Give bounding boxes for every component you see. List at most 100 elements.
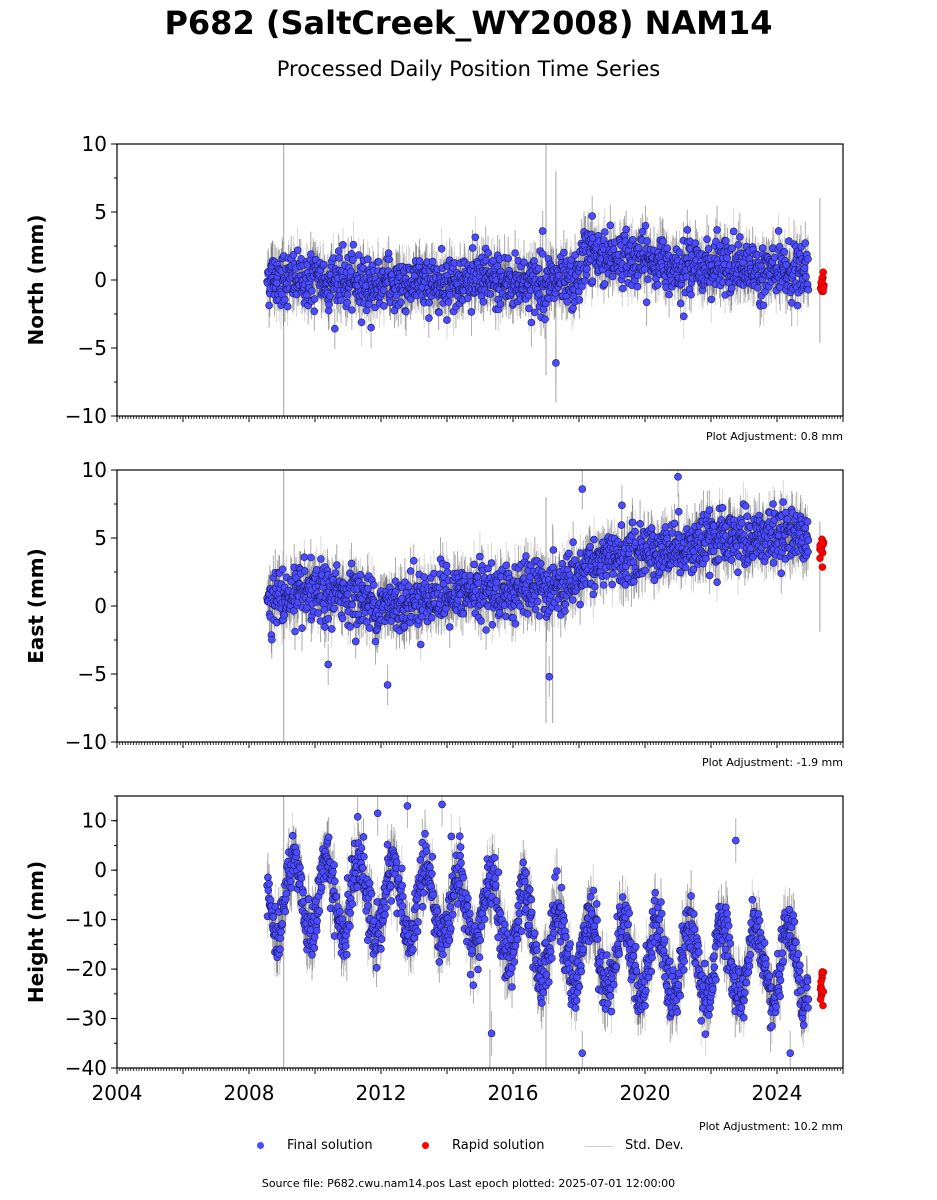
final-point [525, 304, 533, 313]
panel-north: −10 −5 0 5 10 North (mm) Plot Adjustment: 0.8 … [24, 132, 844, 443]
final-point [357, 318, 366, 327]
final-point [406, 567, 415, 575]
final-point [541, 315, 549, 324]
final-point [335, 254, 343, 262]
final-point [351, 637, 360, 646]
final-point [330, 324, 339, 333]
final-point [641, 221, 650, 230]
final-point [496, 300, 505, 308]
final-point [736, 233, 744, 241]
final-point [298, 624, 306, 633]
final-point [468, 244, 477, 252]
final-point [601, 228, 609, 236]
final-point [427, 613, 436, 622]
final-point [374, 257, 383, 266]
final-point [365, 624, 374, 632]
plot-adjustment-note: Plot Adjustment: 0.8 mm [706, 430, 843, 443]
final-point [759, 301, 768, 310]
final-point [300, 553, 309, 562]
final-point [802, 272, 810, 281]
final-point [349, 240, 358, 249]
final-point [582, 265, 591, 273]
final-point [443, 316, 451, 324]
final-point [675, 248, 684, 257]
rapid-point [819, 284, 828, 292]
final-point [291, 627, 299, 636]
final-point [464, 294, 472, 303]
final-point-outlier [552, 359, 560, 367]
final-point [425, 298, 434, 307]
final-point [727, 284, 736, 293]
final-point [606, 221, 615, 230]
final-point [380, 302, 388, 310]
final-point [280, 611, 289, 619]
final-point [486, 290, 495, 298]
final-point [339, 241, 347, 249]
final-point [265, 301, 273, 310]
final-point [330, 604, 338, 613]
final-point [425, 314, 433, 322]
final-point [734, 241, 743, 249]
final-point [560, 248, 568, 257]
final-point [643, 275, 652, 284]
final-point [679, 312, 688, 321]
final-point [435, 308, 443, 317]
final-point-outlier [367, 323, 375, 332]
final-point [511, 249, 519, 257]
final-point [343, 590, 352, 599]
final-point [493, 262, 502, 270]
final-point [390, 306, 399, 315]
final-point [707, 295, 716, 304]
final-point [588, 277, 597, 286]
final-point [348, 600, 357, 609]
final-point [415, 257, 424, 265]
final-point [682, 272, 691, 281]
final-point [713, 226, 721, 234]
rapid-solution-points [816, 268, 828, 296]
final-point [347, 559, 356, 568]
final-point [334, 247, 343, 255]
final-point [293, 246, 302, 255]
final-point [327, 625, 336, 633]
final-point [349, 255, 357, 264]
final-point [758, 244, 767, 252]
final-point [343, 290, 352, 299]
final-point [346, 622, 355, 631]
final-point [471, 233, 480, 242]
final-point [575, 296, 584, 304]
final-point [442, 561, 451, 570]
final-point [534, 264, 543, 273]
final-point [609, 245, 618, 254]
final-point [729, 227, 738, 236]
final-point [563, 298, 572, 306]
final-point [665, 290, 673, 299]
final-point [618, 284, 627, 293]
final-point [371, 637, 380, 646]
final-point [722, 237, 730, 245]
final-point [530, 308, 539, 317]
final-point [310, 307, 319, 316]
final-point [633, 282, 642, 291]
final-point [642, 298, 651, 307]
final-point [416, 640, 425, 649]
final-point [365, 300, 373, 309]
final-point [663, 244, 672, 252]
final-point [307, 553, 315, 562]
final-point [324, 614, 333, 623]
final-point [479, 297, 488, 306]
final-point [354, 251, 363, 259]
final-point [804, 285, 813, 294]
final-point [338, 614, 347, 623]
final-point [428, 257, 437, 266]
chart-title: P682 (SaltCreek_WY2008) NAM14 [164, 4, 773, 42]
final-point [527, 318, 536, 327]
final-point [467, 308, 476, 316]
final-point [628, 236, 637, 244]
final-point [444, 298, 453, 306]
final-point [600, 280, 609, 288]
final-point [535, 290, 543, 298]
final-point [504, 254, 513, 263]
final-point [356, 570, 365, 579]
final-point [659, 237, 667, 246]
